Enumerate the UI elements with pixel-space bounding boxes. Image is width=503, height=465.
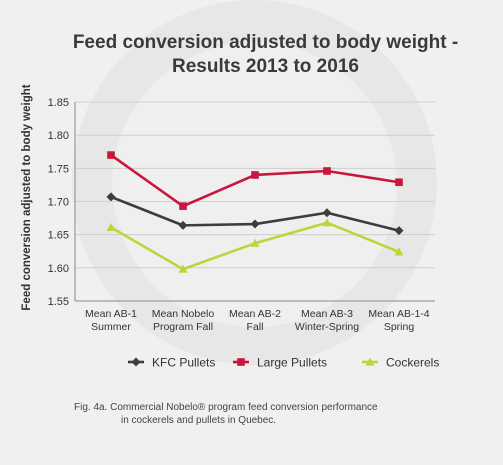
y-tick-label: 1.75: [48, 163, 69, 175]
background-circle-inner: [112, 42, 397, 327]
x-tick-label: Mean AB-2: [229, 308, 281, 320]
x-tick-label: Mean Nobelo: [152, 308, 215, 320]
x-tick-label: Spring: [384, 321, 415, 333]
y-tick-label: 1.85: [48, 97, 69, 109]
y-tick-label: 1.80: [48, 130, 69, 142]
legend-label-kfc-pullets: KFC Pullets: [152, 356, 215, 370]
data-point-kfc-pullets: [394, 226, 404, 236]
data-point-large-pullets: [179, 202, 187, 210]
x-tick-label: Winter-Spring: [295, 321, 359, 333]
x-tick-label: Program Fall: [153, 321, 213, 333]
data-point-kfc-pullets: [106, 192, 116, 202]
data-point-kfc-pullets: [250, 219, 260, 229]
y-tick-label: 1.60: [48, 263, 69, 275]
legend-marker-cockerels: [365, 357, 375, 366]
y-axis-label: Feed conversion adjusted to body weight: [21, 84, 33, 310]
legend-label-cockerels: Cockerels: [386, 356, 439, 370]
figure-caption-line-1: Fig. 4a. Commercial Nobelo® program feed…: [74, 402, 378, 413]
data-point-large-pullets: [395, 178, 403, 187]
y-tick-label: 1.70: [48, 197, 69, 209]
x-tick-label: Mean AB-3: [301, 308, 353, 320]
data-point-large-pullets: [251, 171, 259, 179]
x-tick-label: Summer: [91, 321, 131, 333]
legend-label-large-pullets: Large Pullets: [257, 356, 327, 370]
figure-caption-line-2: in cockerels and pullets in Quebec.: [121, 415, 277, 426]
data-point-large-pullets: [107, 151, 115, 159]
x-tick-label: Fall: [247, 321, 264, 333]
data-point-kfc-pullets: [322, 208, 332, 218]
chart-title-line-1: Feed conversion adjusted to body weight …: [72, 32, 459, 53]
data-point-cockerels: [106, 222, 116, 231]
series-line-large-pullets: [110, 154, 400, 208]
x-tick-label: Mean AB-1: [85, 308, 137, 320]
data-point-cockerels: [250, 238, 260, 247]
x-tick-label: Mean AB-1-4: [368, 308, 429, 320]
data-point-large-pullets: [323, 167, 331, 175]
data-point-cockerels: [394, 247, 404, 256]
data-point-cockerels: [322, 218, 332, 227]
legend-marker-kfc-pullets: [131, 357, 141, 367]
data-point-kfc-pullets: [178, 220, 188, 230]
data-point-cockerels: [178, 264, 188, 273]
y-tick-label: 1.55: [48, 296, 69, 308]
chart-title-line-2: Results 2013 to 2016: [172, 56, 359, 77]
line-chart: 1.55 1.60 1.65 1.70 1.75 1.80 1.85 Mean AB-1Sum…: [21, 84, 439, 370]
y-tick-label: 1.65: [48, 230, 69, 242]
legend-marker-large-pullets: [237, 358, 245, 366]
